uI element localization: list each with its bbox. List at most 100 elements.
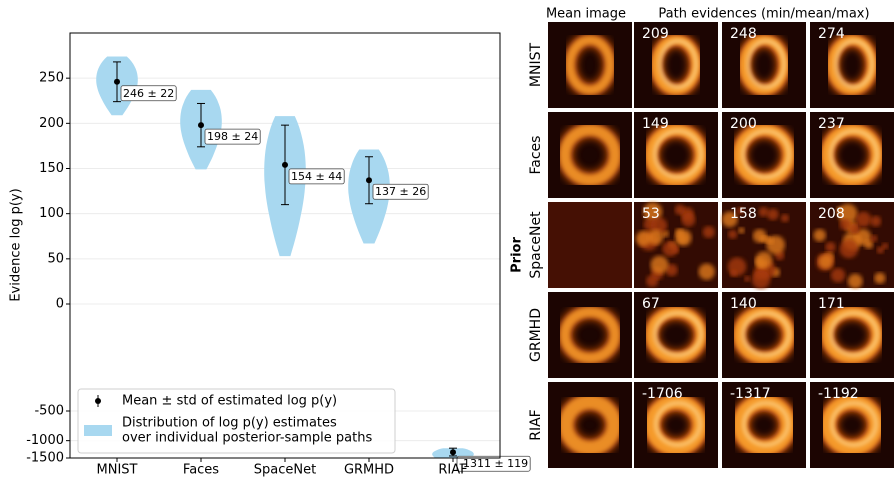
row-label: Faces — [528, 136, 544, 175]
row-label: MNIST — [528, 42, 544, 87]
image-ring — [559, 395, 621, 455]
evidence-label: 208 — [818, 206, 845, 222]
image-ring — [559, 124, 621, 186]
image-blob — [755, 251, 773, 269]
image-ring — [829, 311, 879, 357]
y-tick-label: 50 — [47, 251, 64, 266]
image-ring — [746, 39, 786, 89]
value-label: -1311 ± 119 — [459, 457, 528, 470]
evidence-label: 200 — [730, 116, 757, 132]
image-blob — [825, 241, 836, 253]
axes-frame — [69, 32, 501, 459]
image-blob — [721, 211, 738, 228]
image-blob — [702, 225, 715, 239]
mean-marker — [114, 78, 120, 85]
image-blob — [643, 202, 663, 222]
image-ring — [741, 311, 791, 357]
image-blob — [662, 241, 678, 257]
x-tick-label: Faces — [183, 463, 219, 478]
evidence-label: 140 — [730, 296, 757, 312]
image-ring — [653, 311, 703, 357]
image-blob — [870, 215, 882, 227]
image-blob — [813, 229, 826, 242]
y-tick-label: 0 — [56, 297, 64, 312]
evidence-label: 171 — [818, 296, 845, 312]
image-ring — [742, 401, 790, 447]
evidence-label: -1706 — [642, 386, 683, 402]
evidence-label: 237 — [818, 116, 845, 132]
x-tick-label: GRMHD — [344, 463, 394, 478]
image-blob — [736, 207, 744, 215]
y-tick-label: 100 — [39, 206, 64, 221]
value-label-box — [456, 455, 531, 472]
evidence-label: 248 — [730, 26, 757, 42]
image-ring — [658, 39, 698, 89]
y-tick-label: -1500 — [26, 451, 64, 466]
legend-marker — [95, 398, 101, 404]
image-blob — [847, 273, 863, 289]
legend-label: Distribution of log p(y) estimates — [122, 416, 337, 431]
evidence-label: 149 — [642, 116, 669, 132]
image-blob — [876, 246, 884, 254]
image-blob — [674, 204, 686, 216]
image-blob — [675, 229, 692, 247]
image-blob — [864, 239, 874, 250]
image-blob — [839, 218, 851, 231]
image-noise — [548, 202, 632, 288]
evidence-label: 53 — [642, 206, 660, 222]
legend-swatch — [84, 425, 112, 436]
image-blob — [874, 272, 886, 284]
image-ring — [653, 129, 703, 179]
evidence-label: 158 — [730, 206, 757, 222]
image-blob — [830, 267, 846, 283]
y-tick-label: -1000 — [26, 433, 64, 448]
mean-marker — [198, 122, 204, 129]
image-blob — [665, 263, 678, 277]
evidence-label: 274 — [818, 26, 845, 42]
image-blob — [681, 212, 696, 227]
image-blob — [818, 254, 833, 269]
column-header: Mean image — [546, 7, 626, 22]
row-label: RIAF — [528, 409, 544, 441]
legend-box — [77, 388, 396, 454]
image-ring — [834, 39, 874, 89]
x-tick-label: RIAF — [438, 463, 467, 478]
image-blob — [881, 242, 889, 250]
image-ring — [830, 401, 878, 447]
value-label-box — [372, 183, 429, 200]
image-blob — [738, 227, 745, 234]
image-ring — [741, 129, 791, 179]
image-blob — [870, 234, 878, 243]
y-tick-label: 250 — [39, 71, 64, 86]
image-blob — [836, 206, 844, 214]
column-header: Path evidences (min/mean/max) — [658, 7, 869, 22]
image-blob — [698, 263, 715, 280]
mean-marker — [450, 449, 456, 456]
value-label-box — [204, 128, 261, 145]
legend-label: over individual posterior-sample paths — [122, 431, 372, 446]
plot-area — [96, 56, 474, 458]
image-blob — [766, 235, 786, 255]
evidence-label: 209 — [642, 26, 669, 42]
x-tick-label: SpaceNet — [254, 463, 316, 478]
image-blob — [855, 211, 872, 228]
image-blob — [751, 270, 771, 289]
y-tick-label: -500 — [34, 404, 64, 419]
image-blob — [839, 239, 859, 259]
image-ring — [565, 35, 615, 95]
row-label: SpaceNet — [528, 211, 544, 279]
value-label: 154 ± 44 — [291, 170, 342, 183]
image-blob — [767, 208, 779, 221]
y-tick-label: 200 — [39, 116, 64, 131]
y-tick-label: 150 — [39, 161, 64, 176]
image-blob — [744, 275, 751, 282]
image-blob — [635, 230, 652, 247]
image-blob — [728, 229, 738, 239]
legend-label: Mean ± std of estimated log p(y) — [122, 394, 337, 409]
image-blob — [758, 206, 769, 217]
image-ring — [654, 401, 702, 447]
mean-marker — [366, 177, 372, 184]
row-label: GRMHD — [528, 308, 544, 362]
image-blob — [780, 213, 790, 223]
